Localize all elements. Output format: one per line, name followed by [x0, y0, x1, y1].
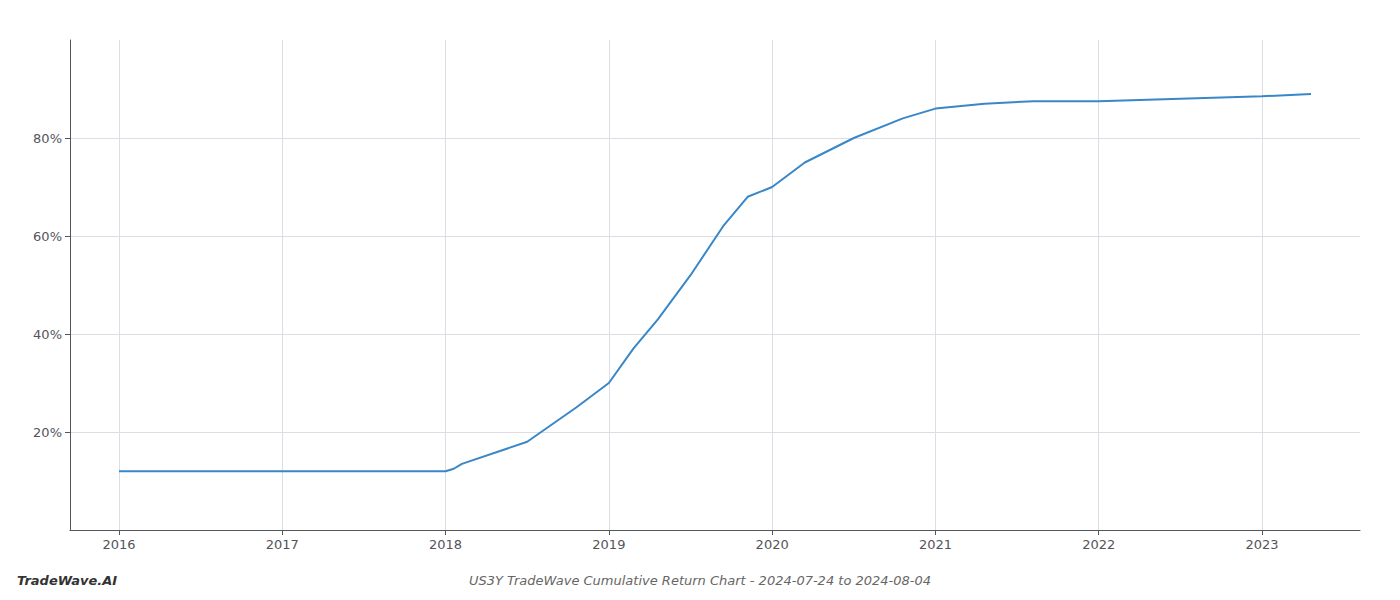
svg-text:2019: 2019: [592, 537, 625, 552]
svg-text:2021: 2021: [919, 537, 952, 552]
svg-text:80%: 80%: [33, 131, 62, 146]
svg-text:TradeWave.AI: TradeWave.AI: [17, 573, 117, 588]
svg-text:60%: 60%: [33, 229, 62, 244]
svg-text:US3Y TradeWave Cumulative Retu: US3Y TradeWave Cumulative Return Chart -…: [469, 573, 931, 588]
svg-text:2022: 2022: [1082, 537, 1115, 552]
svg-text:2023: 2023: [1245, 537, 1278, 552]
svg-text:2018: 2018: [429, 537, 462, 552]
svg-text:2017: 2017: [266, 537, 299, 552]
svg-text:2020: 2020: [756, 537, 789, 552]
svg-text:20%: 20%: [33, 425, 62, 440]
svg-text:2016: 2016: [102, 537, 135, 552]
svg-text:40%: 40%: [33, 327, 62, 342]
